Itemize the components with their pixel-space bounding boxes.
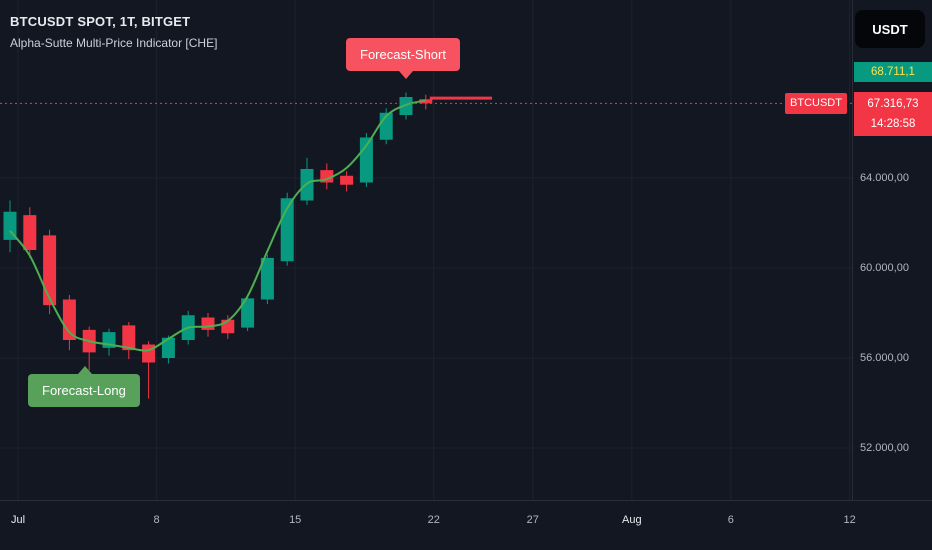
time-tick-label: 6	[727, 514, 734, 526]
tooltip-pointer-down-icon	[399, 71, 413, 79]
time-tick-label: 15	[289, 514, 302, 526]
time-tick-label: 8	[153, 514, 160, 526]
bar-countdown: 14:28:58	[870, 118, 916, 131]
candle	[43, 235, 57, 306]
sutte-line	[9, 99, 427, 352]
symbol-title[interactable]: BTCUSDT SPOT, 1T, BITGET	[10, 14, 191, 29]
time-tick-label: Aug	[622, 514, 642, 526]
tooltip-pointer-up-icon	[78, 366, 92, 374]
time-tick-label: 22	[427, 514, 440, 526]
candle	[241, 298, 255, 328]
forecast-short-text: Forecast-Short	[360, 47, 446, 62]
price-tick-label: 56.000,00	[860, 352, 909, 364]
candle	[201, 317, 215, 330]
candle	[23, 215, 37, 250]
price-line-symbol-flag: BTCUSDT	[785, 92, 847, 114]
time-axis[interactable]: Jul 8 15 22 27 Aug 6 12	[0, 500, 932, 550]
price-axis[interactable]: 68.711,1 67.316,73 14:28:58 64.000,00 60.…	[852, 0, 932, 500]
candle	[340, 175, 354, 185]
currency-toggle-button[interactable]: USDT	[855, 10, 925, 48]
forecast-long-text: Forecast-Long	[42, 383, 126, 398]
candle	[260, 257, 274, 300]
time-tick-label: 12	[843, 514, 856, 526]
candle	[399, 97, 413, 115]
indicator-title[interactable]: Alpha-Sutte Multi-Price Indicator [CHE]	[10, 36, 218, 50]
time-tick-label: 27	[526, 514, 539, 526]
forecast-axis-tag: 68.711,1	[854, 62, 932, 82]
price-tick-label: 64.000,00	[860, 172, 909, 184]
candle	[122, 325, 136, 351]
time-tick-label: Jul	[10, 514, 26, 526]
price-tick-label: 60.000,00	[860, 262, 909, 274]
candle	[161, 337, 175, 358]
last-price-axis-tag: 67.316,73 14:28:58	[854, 92, 932, 137]
chart-legend: BTCUSDT SPOT, 1T, BITGET Alpha-Sutte Mul…	[10, 14, 217, 50]
candle	[62, 299, 76, 340]
price-tick-label: 52.000,00	[860, 442, 909, 454]
candle	[142, 344, 156, 363]
candle	[3, 211, 17, 240]
forecast-long-label: Forecast-Long	[28, 366, 140, 407]
forecast-short-label: Forecast-Short	[346, 38, 460, 79]
last-price-value: 67.316,73	[867, 98, 919, 111]
